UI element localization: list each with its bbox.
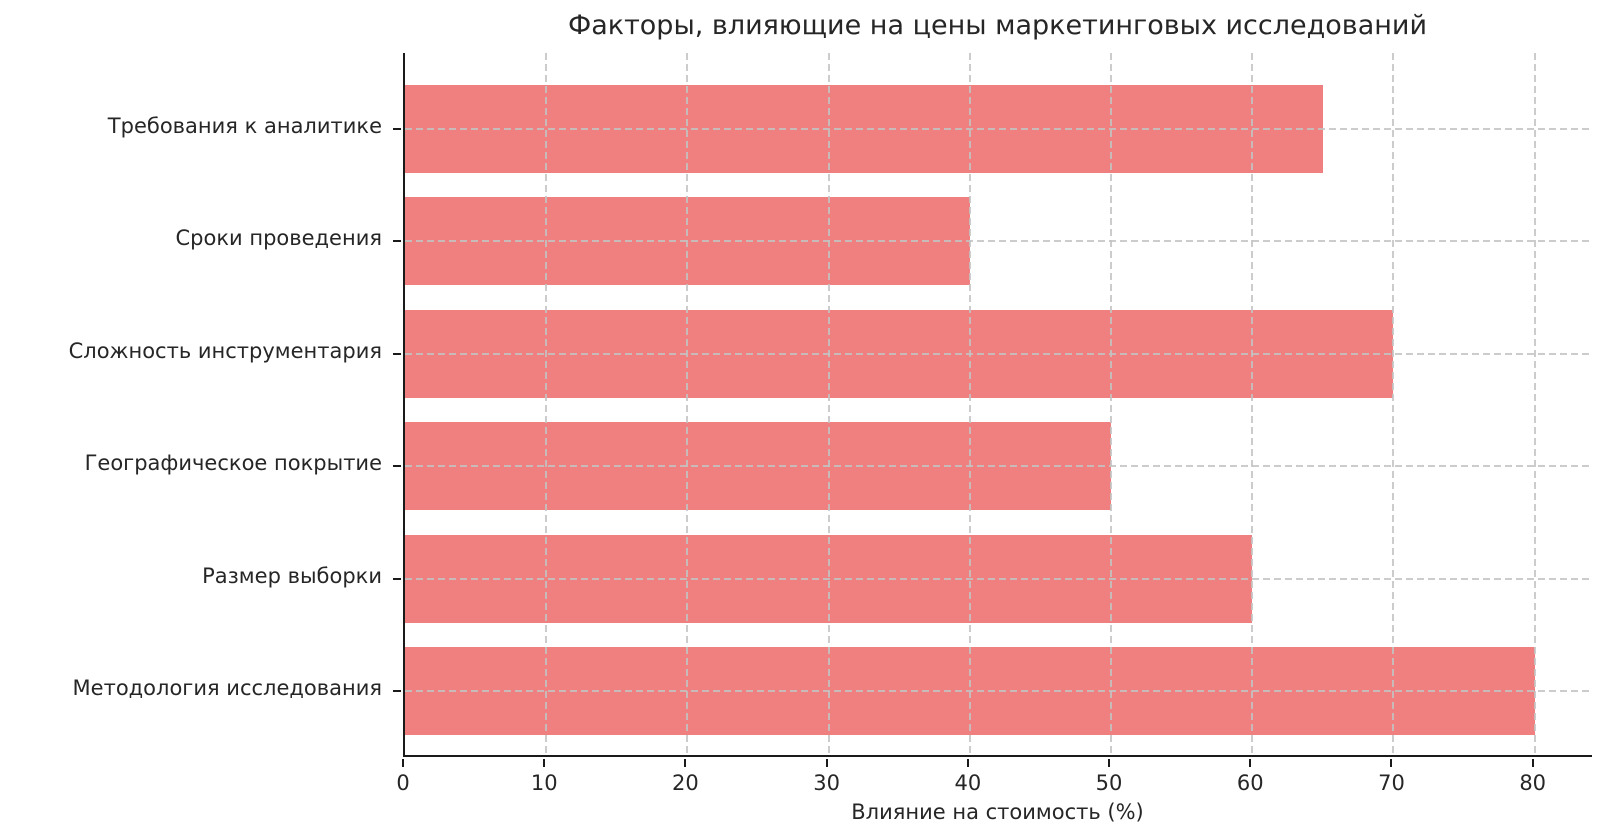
x-tick-label: 50 (1095, 771, 1123, 795)
y-gridline (405, 128, 1592, 130)
x-tick (684, 759, 687, 767)
x-tick (402, 759, 404, 767)
y-gridline (405, 577, 1592, 580)
x-gridline (827, 53, 830, 755)
x-tick (1249, 759, 1252, 767)
x-tick (1531, 759, 1534, 767)
y-gridline (405, 240, 1592, 243)
y-gridline (405, 690, 1592, 692)
x-tick-label: 0 (396, 771, 410, 795)
y-tick-label: Географическое покрытие (84, 451, 382, 476)
x-gridline (1533, 53, 1536, 755)
x-gridline (545, 53, 548, 755)
x-tick-label: 20 (672, 771, 699, 795)
x-tick-label: 40 (954, 771, 982, 795)
y-gridline (405, 465, 1592, 468)
x-gridline (686, 53, 689, 755)
y-tick-label: Сложность инструментария (68, 338, 382, 363)
y-tick-label: Требования к аналитике (107, 114, 382, 138)
y-tick (393, 465, 401, 468)
plot-area (403, 53, 1592, 757)
x-gridline (1251, 53, 1254, 755)
y-tick (393, 128, 401, 130)
x-tick-label: 10 (530, 771, 558, 795)
y-tick (393, 577, 401, 580)
x-tick (1390, 759, 1393, 767)
x-tick-label: 80 (1519, 771, 1547, 795)
x-axis-label: Влияние на стоимость (%) (851, 800, 1144, 824)
x-tick (543, 759, 546, 767)
x-tick-label: 30 (813, 771, 840, 795)
y-tick (393, 352, 401, 355)
x-tick-label: 70 (1378, 771, 1405, 795)
x-gridline (968, 53, 971, 755)
x-gridline (1110, 53, 1113, 755)
chart-title: Факторы, влияющие на цены маркетинговых … (567, 10, 1428, 41)
x-tick (825, 759, 828, 767)
y-tick (393, 240, 401, 243)
y-tick-label: Методология исследования (72, 676, 382, 700)
x-tick (1108, 759, 1111, 767)
y-tick (393, 690, 401, 692)
x-tick-label: 60 (1236, 771, 1264, 795)
x-gridline (1392, 53, 1395, 755)
y-tick-label: Сроки проведения (175, 226, 382, 251)
y-tick-label: Размер выборки (202, 563, 382, 588)
x-tick (966, 759, 969, 767)
y-gridline (405, 352, 1592, 355)
